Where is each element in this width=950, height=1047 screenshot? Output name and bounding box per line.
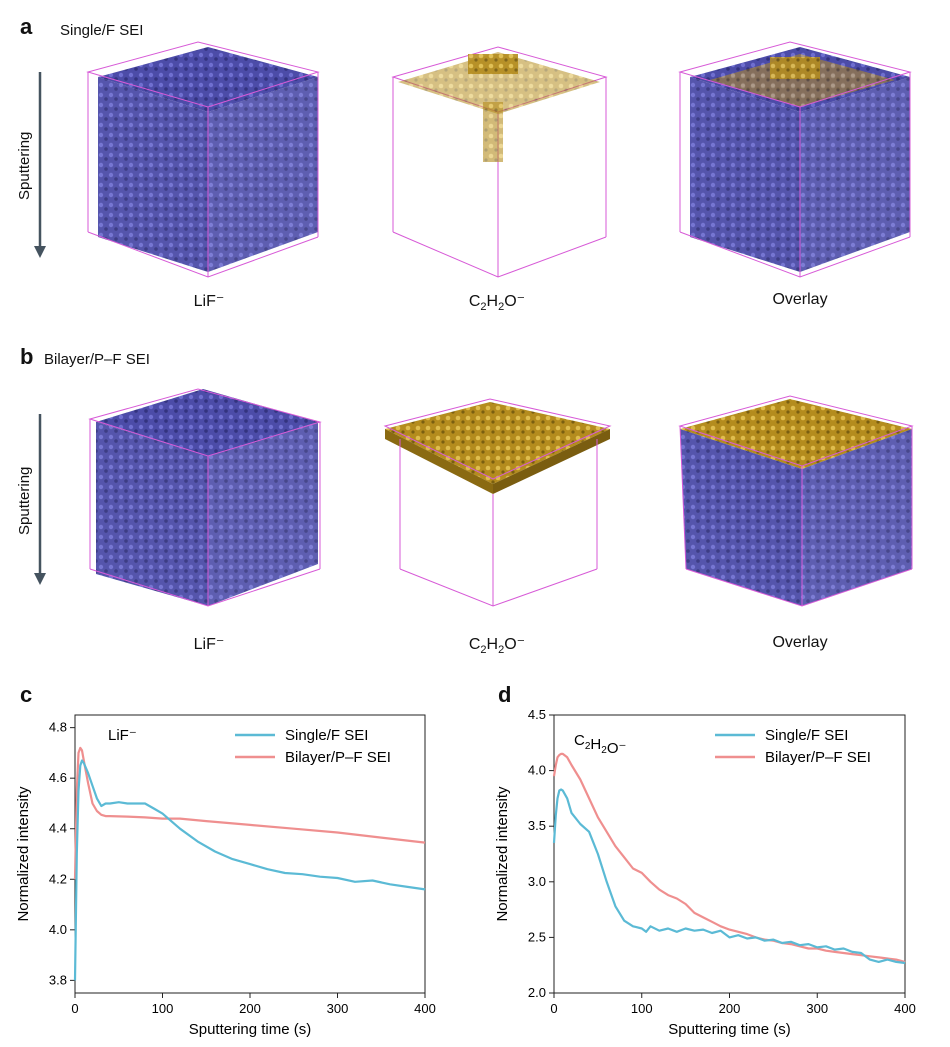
y-tick-label: 3.5: [528, 818, 546, 833]
x-tick-label: 100: [152, 1001, 174, 1016]
y-tick-label: 4.5: [528, 707, 546, 722]
cube-b-c2h2o: [383, 398, 612, 607]
label-b-c2h2o: C2H2O⁻: [468, 636, 526, 657]
y-tick-label: 3.0: [528, 874, 546, 889]
y-tick-label: 4.0: [49, 922, 67, 937]
cube-a-overlay: [678, 41, 912, 278]
series-line-single: [552, 788, 906, 965]
x-tick-label: 200: [719, 1001, 741, 1016]
x-tick-label: 300: [806, 1001, 828, 1016]
panel-letter-b: b: [20, 344, 34, 369]
cube-a-c2h2o: [391, 46, 608, 278]
cube-b-overlay: [678, 395, 914, 607]
x-tick-label: 400: [414, 1001, 436, 1016]
y-tick-label: 4.2: [49, 871, 67, 886]
panel-a-title: Single/F SEI: [60, 22, 144, 39]
sputtering-label-b: Sputtering: [16, 466, 33, 535]
panel-b-title: Bilayer/P–F SEI: [44, 351, 150, 368]
chart-annotation: LiF⁻: [108, 727, 137, 744]
y-tick-label: 4.4: [49, 821, 67, 836]
x-tick-label: 400: [894, 1001, 916, 1016]
cube-a-lif: [86, 41, 320, 278]
y-tick-label: 2.5: [528, 929, 546, 944]
series-line-single: [73, 759, 426, 981]
chart-d: 0 100 200 300 400 2.0 2.5 3.0 3.5 4.0 4.5 Sputterin…: [494, 707, 916, 1038]
cube-b-lif: [88, 388, 322, 607]
x-tick-label: 300: [327, 1001, 349, 1016]
legend-label: Single/F SEI: [765, 727, 848, 744]
panel-letter-c: c: [20, 682, 33, 707]
label-b-overlay: Overlay: [772, 634, 828, 651]
y-axis-label: Normalized intensity: [15, 786, 32, 922]
sputtering-label-a: Sputtering: [16, 131, 33, 200]
sputtering-arrow-b: [34, 414, 46, 585]
chart-annotation: C2H2O⁻: [574, 732, 626, 757]
y-tick-label: 4.8: [49, 720, 67, 735]
x-tick-label: 0: [71, 1001, 78, 1016]
y-axis-label: Normalized intensity: [494, 786, 511, 922]
sputtering-arrow-a: [34, 72, 46, 258]
panel-letter-a: a: [20, 14, 33, 39]
legend-label: Bilayer/P–F SEI: [285, 749, 391, 766]
legend-label: Single/F SEI: [285, 727, 368, 744]
x-axis-label: Sputtering time (s): [189, 1021, 312, 1038]
x-tick-label: 100: [631, 1001, 653, 1016]
x-tick-label: 200: [239, 1001, 261, 1016]
label-a-lif: LiF⁻: [193, 293, 225, 310]
legend-label: Bilayer/P–F SEI: [765, 749, 871, 766]
panel-letter-d: d: [498, 682, 512, 707]
chart-c: 0 100 200 300 400 3.8 4.0 4.2 4.4 4.6 4.8 Sputterin…: [15, 714, 436, 1038]
y-tick-label: 4.6: [49, 770, 67, 785]
y-tick-label: 4.0: [528, 763, 546, 778]
x-axis-label: Sputtering time (s): [668, 1021, 791, 1038]
series-line-bilayer: [552, 752, 906, 963]
x-tick-label: 0: [550, 1001, 557, 1016]
series-line-bilayer: [73, 746, 426, 880]
label-b-lif: LiF⁻: [193, 636, 225, 653]
y-tick-label: 3.8: [49, 972, 67, 987]
y-tick-label: 2.0: [528, 985, 546, 1000]
label-a-c2h2o: C2H2O⁻: [468, 293, 526, 314]
label-a-overlay: Overlay: [772, 291, 828, 308]
